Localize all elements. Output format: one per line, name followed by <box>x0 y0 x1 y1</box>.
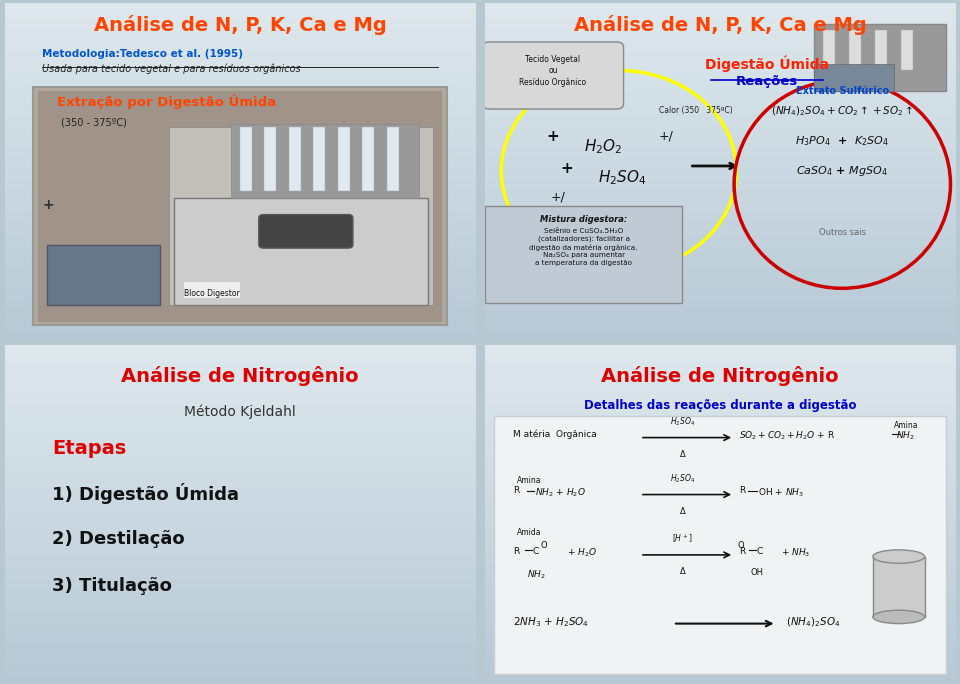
FancyBboxPatch shape <box>901 30 913 70</box>
FancyBboxPatch shape <box>387 127 398 191</box>
Ellipse shape <box>873 550 924 564</box>
Text: +/: +/ <box>659 129 674 142</box>
Text: Outros sais: Outros sais <box>819 228 866 237</box>
FancyBboxPatch shape <box>824 30 835 70</box>
Text: Tecido Vegetal
ou
Resíduo Orgânico: Tecido Vegetal ou Resíduo Orgânico <box>519 55 587 87</box>
Text: +: + <box>42 198 54 212</box>
Text: $H_2SO_4$: $H_2SO_4$ <box>670 472 695 484</box>
Text: 2) Destilação: 2) Destilação <box>52 529 184 548</box>
Text: Reações: Reações <box>736 75 798 88</box>
Text: $NH_2$ + $H_2O$: $NH_2$ + $H_2O$ <box>535 486 586 499</box>
Text: Calor (350   375ºC): Calor (350 375ºC) <box>659 105 732 115</box>
FancyBboxPatch shape <box>264 127 276 191</box>
Text: R: R <box>739 547 745 555</box>
Text: Amina: Amina <box>517 476 541 485</box>
Text: $(NH_4)_2SO_4$: $(NH_4)_2SO_4$ <box>786 615 840 629</box>
Text: Digestão Úmida: Digestão Úmida <box>705 55 829 72</box>
Text: $SO_2 + CO_2 + H_2O$ + R: $SO_2 + CO_2 + H_2O$ + R <box>739 430 835 442</box>
Text: R: R <box>739 486 745 495</box>
Text: Extração por Digestão Úmida: Extração por Digestão Úmida <box>57 94 276 109</box>
FancyBboxPatch shape <box>37 90 443 322</box>
Text: Mistura digestora:: Mistura digestora: <box>540 215 627 224</box>
FancyBboxPatch shape <box>240 127 252 191</box>
Text: +: + <box>546 129 559 144</box>
Text: 3) Titulação: 3) Titulação <box>52 577 172 594</box>
Text: $\Delta$: $\Delta$ <box>679 565 686 576</box>
Text: 1) Digestão Úmida: 1) Digestão Úmida <box>52 483 239 504</box>
FancyBboxPatch shape <box>174 198 428 305</box>
FancyBboxPatch shape <box>338 127 349 191</box>
Text: Método Kjeldahl: Método Kjeldahl <box>184 404 296 419</box>
Ellipse shape <box>873 610 924 624</box>
Text: $H_2O_2$: $H_2O_2$ <box>584 137 622 156</box>
Text: +/: +/ <box>551 190 565 203</box>
FancyBboxPatch shape <box>485 206 683 304</box>
FancyBboxPatch shape <box>169 127 433 305</box>
Text: Metodologia:Tedesco et al. (1995): Metodologia:Tedesco et al. (1995) <box>42 49 244 59</box>
Text: $[H^+]$: $[H^+]$ <box>672 532 692 545</box>
Text: $H_3PO_4$  +  $K_2SO_4$: $H_3PO_4$ + $K_2SO_4$ <box>795 134 889 148</box>
Text: Análise de Nitrogênio: Análise de Nitrogênio <box>601 365 839 386</box>
Text: Análise de N, P, K, Ca e Mg: Análise de N, P, K, Ca e Mg <box>94 15 386 35</box>
Text: OH: OH <box>751 568 763 577</box>
Text: $NH_2$: $NH_2$ <box>527 568 546 581</box>
FancyBboxPatch shape <box>483 42 624 109</box>
FancyBboxPatch shape <box>183 282 240 298</box>
Text: $H_2SO_4$: $H_2SO_4$ <box>670 415 695 428</box>
Text: (350 - 375ºC): (350 - 375ºC) <box>61 118 127 127</box>
Text: $H_2SO_4$: $H_2SO_4$ <box>598 169 646 187</box>
FancyBboxPatch shape <box>873 557 924 617</box>
FancyBboxPatch shape <box>47 245 160 305</box>
Text: +: + <box>560 161 573 176</box>
Text: C: C <box>533 547 539 555</box>
FancyBboxPatch shape <box>259 215 353 248</box>
FancyBboxPatch shape <box>289 127 300 191</box>
Text: M atéria  Orgânica: M atéria Orgânica <box>513 430 597 438</box>
Text: Selênio e CuSO₄.5H₂O
(catalizadores): facilitar a
digestão da matéria orgânica.
: Selênio e CuSO₄.5H₂O (catalizadores): fa… <box>529 228 637 266</box>
Text: Extrato Sulfúrico: Extrato Sulfúrico <box>796 86 889 96</box>
Text: Bloco Digestor: Bloco Digestor <box>184 289 240 298</box>
Text: Análise de Nitrogênio: Análise de Nitrogênio <box>121 365 359 386</box>
Text: O: O <box>738 542 745 551</box>
Text: C: C <box>756 547 763 555</box>
Text: Usada para tecido vegetal e para resíduos orgânicos: Usada para tecido vegetal e para resíduo… <box>42 64 301 75</box>
Text: + $H_2O$: + $H_2O$ <box>567 547 597 559</box>
FancyBboxPatch shape <box>876 30 887 70</box>
Text: R: R <box>513 547 519 555</box>
Text: OH + $NH_3$: OH + $NH_3$ <box>757 486 804 499</box>
FancyBboxPatch shape <box>313 127 325 191</box>
Text: O: O <box>540 542 547 551</box>
Text: Etapas: Etapas <box>52 439 126 458</box>
Text: Amida: Amida <box>517 528 541 537</box>
Text: $CaSO_4$ + $MgSO_4$: $CaSO_4$ + $MgSO_4$ <box>797 164 888 179</box>
Text: Amina: Amina <box>894 421 918 430</box>
FancyBboxPatch shape <box>362 127 374 191</box>
FancyBboxPatch shape <box>814 23 946 90</box>
Text: Análise de N, P, K, Ca e Mg: Análise de N, P, K, Ca e Mg <box>574 15 866 35</box>
Text: $\Delta$: $\Delta$ <box>679 505 686 516</box>
Text: R: R <box>513 486 519 495</box>
FancyBboxPatch shape <box>230 124 419 198</box>
FancyBboxPatch shape <box>850 30 861 70</box>
Text: $\Delta$: $\Delta$ <box>679 447 686 459</box>
Text: $NH_2$: $NH_2$ <box>897 430 915 442</box>
Text: + $NH_3$: + $NH_3$ <box>781 547 810 559</box>
Text: $(NH_4)_2SO_4 + CO_2\uparrow + SO_2\uparrow$: $(NH_4)_2SO_4 + CO_2\uparrow + SO_2\upar… <box>771 104 913 118</box>
FancyBboxPatch shape <box>814 64 894 90</box>
FancyBboxPatch shape <box>494 416 946 674</box>
Text: Detalhes das reações durante a digestão: Detalhes das reações durante a digestão <box>584 399 856 412</box>
Text: $2 NH_3$ + $H_2SO_4$: $2 NH_3$ + $H_2SO_4$ <box>513 615 589 629</box>
FancyBboxPatch shape <box>33 88 447 325</box>
